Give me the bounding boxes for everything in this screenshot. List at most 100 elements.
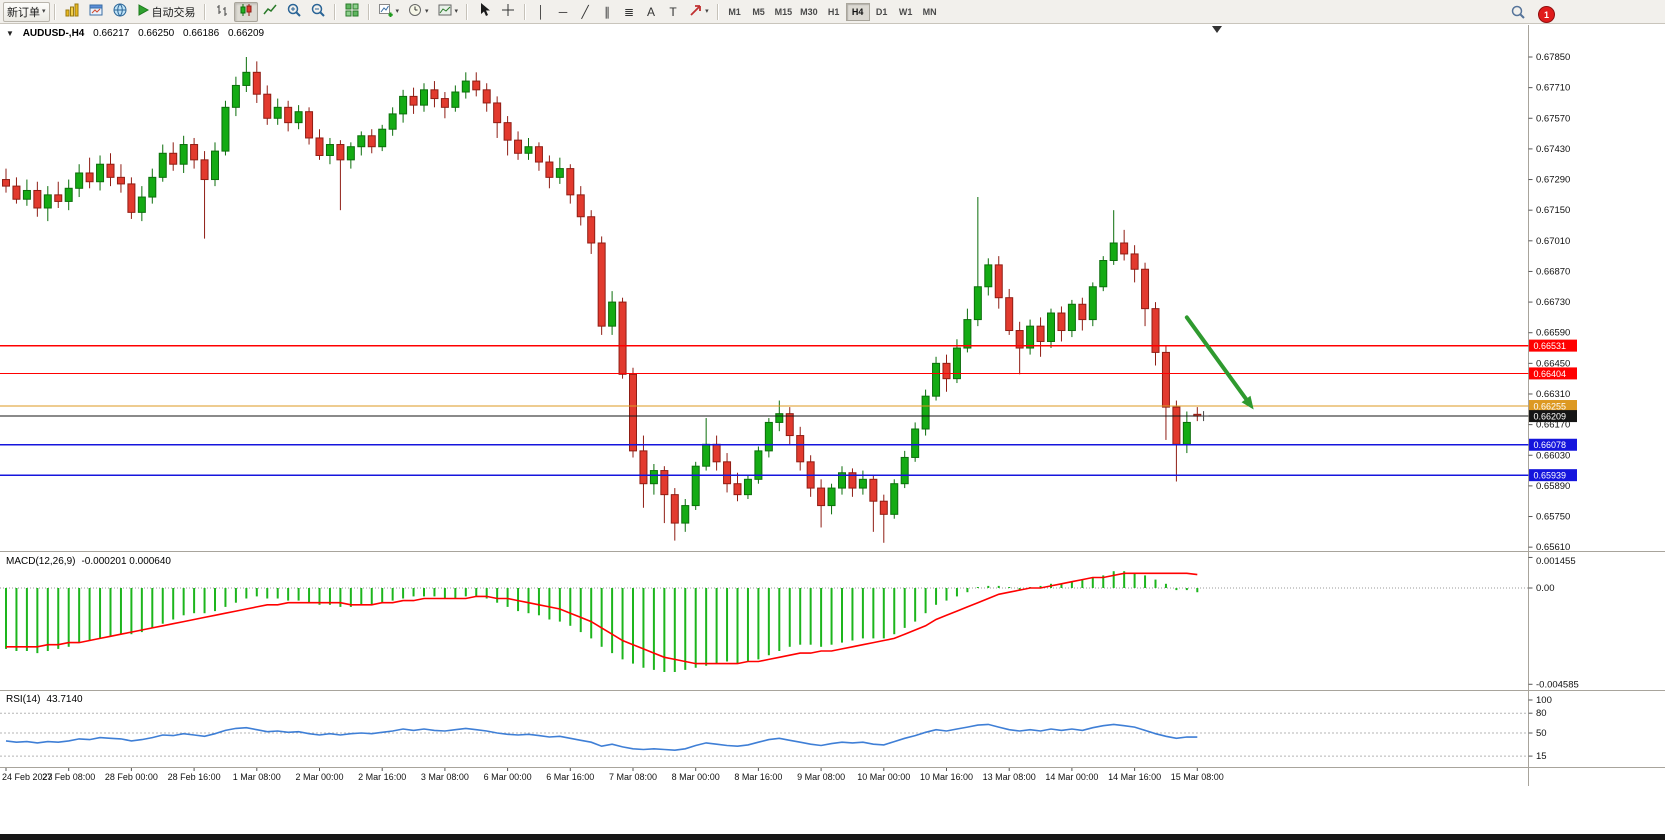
price-line-label-text: 0.66255 [1534,402,1567,412]
chevron-down-icon: ▾ [395,8,400,15]
chevron-down-icon: ▾ [454,8,459,15]
candlestick-chart-icon [238,2,254,21]
candle-body [994,264,1003,299]
vertical-line-icon: │ [537,4,545,19]
candle-body [96,163,105,183]
time-axis-label: 10 Mar 00:00 [857,772,910,782]
candle-body [1005,297,1014,332]
bar-chart-button[interactable] [210,2,234,22]
candle-body [190,144,199,161]
candle-body [723,461,732,485]
notification-badge[interactable]: 1 [1538,6,1555,23]
line-chart-icon [262,2,278,21]
ohlc-open-value: 0.66217 [93,28,130,39]
candle-body [576,194,585,218]
chevron-down-icon: ▾ [425,8,429,15]
arrows-button[interactable]: ▾ [684,2,713,22]
time-axis-label: 28 Feb 00:00 [105,772,158,782]
trend-arrow-head [1241,395,1254,410]
candle-body [1141,268,1150,310]
candle-body [785,413,794,437]
chart-shift-marker[interactable] [1212,26,1222,33]
toolbar-separator [716,3,719,20]
autotrading-button[interactable]: 自动交易 [132,2,200,22]
candle-body [169,152,178,165]
candle-body [754,450,763,480]
fibonacci-button[interactable]: ≣ [618,2,640,22]
trend-arrow-annotation[interactable] [1184,315,1252,406]
candle-body [817,487,826,507]
candle-body [137,196,146,213]
window-bottom-edge [0,834,1665,840]
timeframe-w1-button[interactable]: W1 [894,3,918,21]
timeframe-m5-button[interactable]: M5 [747,3,771,21]
indicators-button[interactable]: ▾ [374,2,404,22]
trendline-icon: ╱ [581,4,589,19]
chart-header: ▼ AUDUSD-,H4 0.66217 0.66250 0.66186 0.6… [6,28,270,39]
tile-windows-button[interactable] [340,2,364,22]
candle-body [346,146,355,161]
one-click-trading-toggle[interactable]: ▼ [6,29,14,38]
rsi-line [5,723,1198,752]
time-axis-label: 8 Mar 16:00 [734,772,782,782]
timeframe-h1-button[interactable]: H1 [822,3,846,21]
price-line-label-text: 0.66531 [1534,341,1567,351]
price-line-label [1529,469,1577,482]
candle-body [691,465,700,507]
trendline-button[interactable]: ╱ [574,2,596,22]
candle-body [482,89,491,104]
price-axis-label: 0.67150 [1536,205,1570,216]
candle-body [1130,253,1139,270]
text-tool-button[interactable]: A [640,2,662,22]
timeframe-m15-button[interactable]: M15 [771,3,797,21]
timeframe-d1-button[interactable]: D1 [870,3,894,21]
crosshair-button[interactable] [496,2,520,22]
candle-body [179,144,188,165]
cursor-button[interactable] [472,2,496,22]
candle-body [921,395,930,430]
label-tool-button[interactable]: T [662,2,684,22]
horizontal-line-button[interactable]: ─ [552,2,574,22]
new-order-label: 新订单 [7,6,40,19]
timeframe-mn-button[interactable]: MN [918,3,942,21]
zoom-in-button[interactable] [282,2,306,22]
price-line-label [1529,438,1577,451]
candle-body [890,483,899,515]
market-watch-button[interactable] [108,2,132,22]
candle-body [973,286,982,321]
candle-body [399,95,408,115]
periods-button[interactable]: ▾ [403,2,433,22]
timeframe-m30-button[interactable]: M30 [796,3,822,21]
candle-body [336,144,345,161]
horizontal-line-icon: ─ [558,4,568,19]
macd-indicator-label: MACD(12,26,9) -0.000201 0.000640 [6,556,177,567]
rsi-value: 43.7140 [46,694,83,705]
candle-body [242,71,251,86]
candle-body [305,111,314,139]
price-line-label-text: 0.65939 [1534,471,1567,481]
line-chart-button[interactable] [258,2,282,22]
zoom-out-button[interactable] [306,2,330,22]
candle-body [702,443,711,467]
timeframe-m1-button[interactable]: M1 [723,3,747,21]
candle-body [388,113,397,130]
vertical-line-button[interactable]: │ [530,2,552,22]
new-order-button[interactable]: 新订单 ▾ [3,1,50,22]
time-axis-label: 28 Feb 16:00 [168,772,221,782]
candle-body [796,435,805,463]
candle-body [294,111,303,124]
templates-button[interactable]: ▾ [433,2,463,22]
template-icon [437,2,453,21]
autotrading-label: 自动交易 [151,6,196,19]
toolbar: 新订单 ▾ 自动交易 ▾ ▾ ▾ │ ─ ╱ ∥ ≣ A T ▾ M1 M5 M… [0,0,1665,24]
time-axis-label: 8 Mar 00:00 [672,772,720,782]
timeframe-h4-button[interactable]: H4 [845,2,870,21]
candlestick-chart-button[interactable] [233,1,258,22]
channel-button[interactable]: ∥ [596,2,618,22]
new-chart-button[interactable] [60,2,84,22]
search-icon[interactable] [1510,4,1526,25]
profiles-button[interactable] [84,2,108,22]
candle-body [984,264,993,288]
